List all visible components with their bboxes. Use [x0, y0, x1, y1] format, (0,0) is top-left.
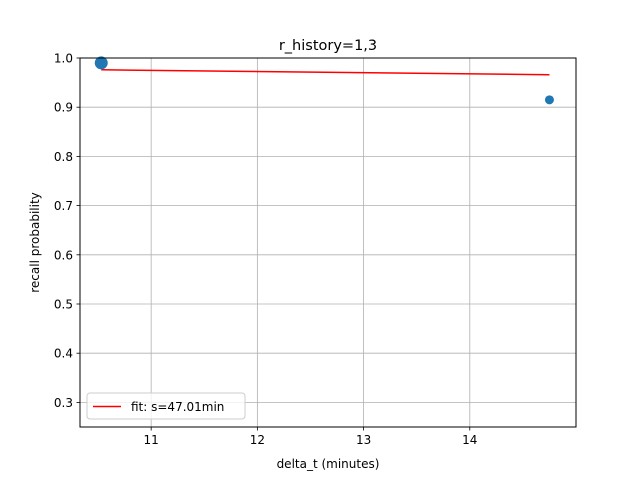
ticks: 11 12 13 14 0.3 0.4 0.5 0.6 0.7 0.8 0.9 1.0	[54, 52, 478, 448]
fit-line	[101, 69, 550, 76]
y-tick-label: 0.7	[54, 199, 73, 213]
chart-title: r_history=1,3	[279, 38, 377, 54]
y-tick-label: 0.4	[54, 347, 73, 361]
marks	[94, 56, 554, 105]
legend: fit: s=47.01min	[86, 392, 246, 420]
plot-frame	[79, 57, 577, 428]
x-tick-label: 11	[144, 433, 159, 447]
legend-label-fit: fit: s=47.01min	[131, 400, 224, 414]
data-point	[544, 95, 554, 105]
y-tick-label: 0.6	[54, 248, 73, 262]
y-tick-label: 0.3	[54, 396, 73, 410]
x-tick-label: 14	[462, 433, 477, 447]
x-tick-label: 12	[250, 433, 265, 447]
data-point	[94, 56, 108, 70]
x-tick-label: 13	[356, 433, 371, 447]
y-tick-label: 0.9	[54, 101, 73, 115]
grid	[80, 57, 576, 427]
x-axis-label: delta_t (minutes)	[277, 457, 380, 471]
y-tick-label: 0.8	[54, 150, 73, 164]
y-tick-label: 0.5	[54, 298, 73, 312]
legend-box	[86, 392, 246, 420]
y-tick-label: 1.0	[54, 52, 73, 66]
y-axis-label: recall probability	[28, 192, 42, 293]
